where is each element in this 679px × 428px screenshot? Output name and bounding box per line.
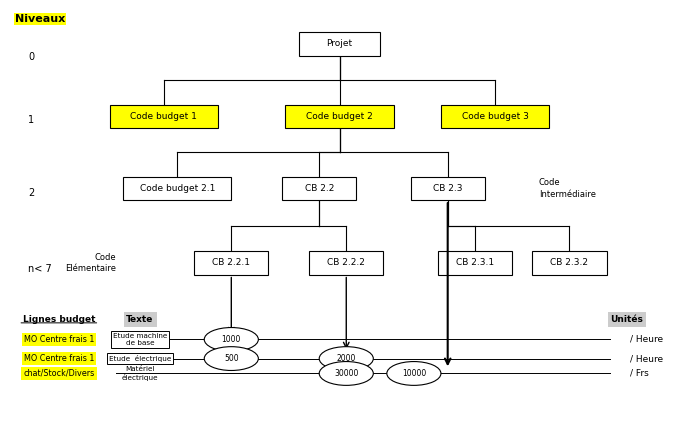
FancyBboxPatch shape bbox=[532, 251, 606, 275]
Text: Projet: Projet bbox=[327, 39, 352, 48]
Text: / Heure: / Heure bbox=[630, 335, 663, 344]
Text: Matériel
électrique: Matériel électrique bbox=[122, 366, 158, 380]
Text: CB 2.3: CB 2.3 bbox=[433, 184, 462, 193]
FancyBboxPatch shape bbox=[309, 251, 384, 275]
Ellipse shape bbox=[387, 362, 441, 385]
Text: CB 2.3.1: CB 2.3.1 bbox=[456, 259, 494, 268]
Text: n< 7: n< 7 bbox=[29, 264, 52, 274]
Text: CB 2.3.2: CB 2.3.2 bbox=[551, 259, 589, 268]
Text: 1: 1 bbox=[29, 116, 35, 125]
Text: CB 2.2: CB 2.2 bbox=[304, 184, 334, 193]
Text: Code
Elémentaire: Code Elémentaire bbox=[65, 253, 116, 273]
Text: / Frs: / Frs bbox=[630, 369, 649, 378]
FancyBboxPatch shape bbox=[285, 104, 394, 128]
Ellipse shape bbox=[204, 347, 258, 371]
Ellipse shape bbox=[319, 362, 373, 385]
Text: Code budget 2.1: Code budget 2.1 bbox=[139, 184, 215, 193]
Text: chat/Stock/Divers: chat/Stock/Divers bbox=[23, 369, 94, 378]
Text: MO Centre frais 1: MO Centre frais 1 bbox=[24, 354, 94, 363]
Text: 0: 0 bbox=[29, 52, 35, 62]
Text: 30000: 30000 bbox=[334, 369, 359, 378]
FancyBboxPatch shape bbox=[194, 251, 268, 275]
Text: / Heure: / Heure bbox=[630, 354, 663, 363]
Text: Unités: Unités bbox=[610, 315, 643, 324]
Text: Etude machine
de base: Etude machine de base bbox=[113, 333, 167, 346]
FancyBboxPatch shape bbox=[109, 104, 218, 128]
Text: CB 2.2.2: CB 2.2.2 bbox=[327, 259, 365, 268]
Text: 1000: 1000 bbox=[221, 335, 241, 344]
Text: 10000: 10000 bbox=[402, 369, 426, 378]
FancyBboxPatch shape bbox=[441, 104, 549, 128]
FancyBboxPatch shape bbox=[299, 32, 380, 56]
Text: CB 2.2.1: CB 2.2.1 bbox=[213, 259, 251, 268]
FancyBboxPatch shape bbox=[411, 177, 485, 200]
Text: 2: 2 bbox=[29, 188, 35, 198]
FancyBboxPatch shape bbox=[282, 177, 356, 200]
FancyBboxPatch shape bbox=[123, 177, 232, 200]
Text: Code budget 1: Code budget 1 bbox=[130, 112, 197, 121]
Text: Niveaux: Niveaux bbox=[15, 14, 65, 24]
Text: Code budget 2: Code budget 2 bbox=[306, 112, 373, 121]
Text: 500: 500 bbox=[224, 354, 238, 363]
FancyBboxPatch shape bbox=[437, 251, 512, 275]
Text: Lignes budget: Lignes budget bbox=[22, 315, 95, 324]
Text: Texte: Texte bbox=[126, 315, 153, 324]
Ellipse shape bbox=[204, 327, 258, 351]
Text: Code
Intermédiaire: Code Intermédiaire bbox=[539, 178, 596, 199]
Text: Etude  électrique: Etude électrique bbox=[109, 355, 171, 362]
Text: Code budget 3: Code budget 3 bbox=[462, 112, 528, 121]
Text: MO Centre frais 1: MO Centre frais 1 bbox=[24, 335, 94, 344]
Text: 2000: 2000 bbox=[337, 354, 356, 363]
Ellipse shape bbox=[319, 347, 373, 371]
